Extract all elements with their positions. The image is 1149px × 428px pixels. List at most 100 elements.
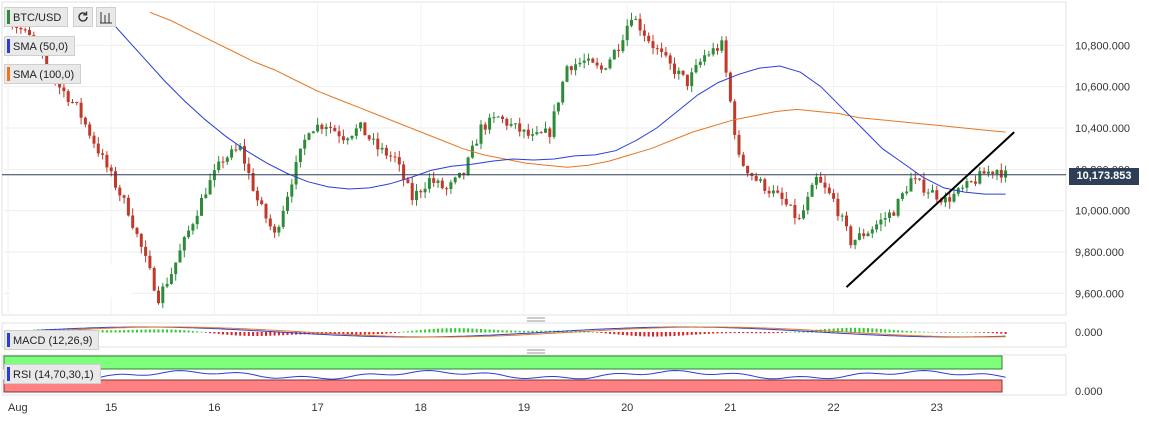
macd-bar bbox=[419, 329, 422, 333]
x-tick-label: Aug bbox=[8, 402, 28, 414]
candle-body bbox=[337, 131, 341, 137]
refresh-button[interactable] bbox=[73, 7, 93, 27]
macd-bar bbox=[230, 332, 233, 336]
candle-body bbox=[896, 199, 900, 216]
candle-body bbox=[66, 91, 70, 103]
macd-bar bbox=[725, 332, 728, 334]
macd-bar bbox=[174, 329, 177, 333]
x-tick-label: 22 bbox=[827, 402, 839, 414]
y-tick-label: 10,000.000 bbox=[1075, 206, 1130, 218]
panel-separator-handle[interactable] bbox=[527, 317, 545, 322]
x-tick-label: 23 bbox=[931, 402, 943, 414]
macd-bar bbox=[226, 332, 229, 335]
candle-body bbox=[948, 197, 952, 202]
macd-bar bbox=[523, 330, 525, 333]
candle-body bbox=[1004, 170, 1008, 178]
macd-bar bbox=[742, 332, 745, 334]
candle-body bbox=[462, 172, 466, 175]
candle-body bbox=[247, 163, 251, 173]
macd-bar bbox=[888, 329, 891, 333]
macd-bar bbox=[432, 328, 435, 333]
macd-bar bbox=[587, 331, 590, 333]
sma100-label[interactable]: SMA (100,0) bbox=[4, 64, 82, 84]
macd-bar bbox=[170, 329, 173, 333]
sma50-label[interactable]: SMA (50,0) bbox=[4, 36, 76, 56]
candle-body bbox=[771, 190, 775, 194]
macd-bar bbox=[363, 332, 366, 335]
candle-body bbox=[599, 65, 603, 70]
macd-bar bbox=[673, 332, 676, 336]
candle-body bbox=[264, 204, 268, 219]
candle-body bbox=[410, 183, 414, 201]
candle-body bbox=[475, 143, 479, 146]
candle-body bbox=[346, 138, 350, 141]
symbol-label[interactable]: BTC/USD bbox=[4, 7, 69, 27]
candle-body bbox=[217, 161, 221, 171]
macd-label[interactable]: MACD (12,26,9) bbox=[4, 330, 100, 350]
candle-body bbox=[182, 237, 186, 251]
macd-bar bbox=[965, 331, 968, 333]
macd-bar bbox=[772, 332, 775, 334]
macd-bar bbox=[256, 332, 259, 337]
macd-bar bbox=[458, 328, 461, 333]
macd-bar bbox=[372, 332, 375, 335]
candle-body bbox=[350, 135, 354, 139]
macd-bar bbox=[604, 332, 607, 334]
macd-bar bbox=[445, 328, 448, 333]
candle-body bbox=[797, 218, 801, 220]
current-price-tag: 10,173.853 bbox=[1069, 168, 1139, 185]
sma50-text: SMA (50,0) bbox=[13, 41, 69, 53]
macd-bar bbox=[660, 332, 663, 337]
candle-body bbox=[707, 54, 711, 56]
y-axis: 10,800.00010,600.00010,400.00010,200.000… bbox=[1075, 40, 1130, 300]
macd-bar bbox=[634, 332, 637, 336]
candle-body bbox=[952, 193, 956, 202]
candle-body bbox=[45, 53, 49, 67]
candle-body bbox=[935, 190, 939, 200]
macd-bar bbox=[884, 329, 887, 333]
candle-body bbox=[109, 167, 113, 172]
macd-bar bbox=[161, 329, 164, 333]
candle-body bbox=[139, 233, 143, 247]
macd-bar bbox=[570, 330, 573, 333]
macd-bar bbox=[690, 332, 693, 335]
macd-bar bbox=[948, 332, 951, 333]
candle-body bbox=[526, 129, 530, 136]
macd-bar bbox=[183, 330, 186, 333]
candle-body bbox=[780, 192, 784, 199]
candle-body bbox=[552, 111, 556, 137]
chart-type-button[interactable] bbox=[96, 7, 116, 27]
candle-body bbox=[359, 122, 363, 129]
macd-bar bbox=[781, 332, 783, 333]
y-tick-label: 10,400.000 bbox=[1075, 123, 1130, 135]
candle-body bbox=[488, 117, 492, 130]
candle-body bbox=[767, 190, 771, 194]
candle-body bbox=[28, 30, 31, 36]
candle-body bbox=[492, 117, 496, 119]
candle-body bbox=[931, 190, 934, 193]
candle-body bbox=[587, 58, 590, 61]
y-tick-label: 9,600.000 bbox=[1075, 288, 1124, 300]
candle-body bbox=[991, 171, 995, 174]
macd-bar bbox=[707, 332, 710, 334]
candle-body bbox=[612, 49, 616, 60]
candle-body bbox=[92, 135, 96, 144]
support-trendline[interactable] bbox=[845, 131, 1015, 288]
macd-bar bbox=[518, 330, 521, 333]
candle-body bbox=[303, 139, 307, 149]
macd-bar bbox=[991, 332, 994, 334]
rsi-line bbox=[7, 369, 1006, 380]
macd-bar bbox=[626, 332, 629, 336]
candle-body bbox=[58, 83, 62, 88]
rsi-swatch bbox=[7, 367, 10, 381]
macd-bar bbox=[252, 332, 255, 337]
panel-separator-handle[interactable] bbox=[527, 349, 545, 354]
candle-body bbox=[926, 192, 930, 194]
sma100-swatch bbox=[7, 67, 10, 81]
candle-body bbox=[965, 181, 969, 188]
rsi-label[interactable]: RSI (14,70,30,1) bbox=[4, 364, 101, 384]
candle-body bbox=[875, 224, 879, 230]
macd-bar bbox=[540, 330, 543, 333]
